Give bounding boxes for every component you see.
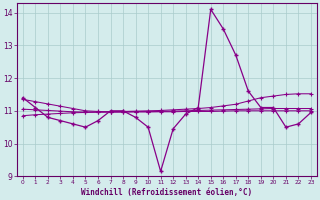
X-axis label: Windchill (Refroidissement éolien,°C): Windchill (Refroidissement éolien,°C): [81, 188, 252, 197]
